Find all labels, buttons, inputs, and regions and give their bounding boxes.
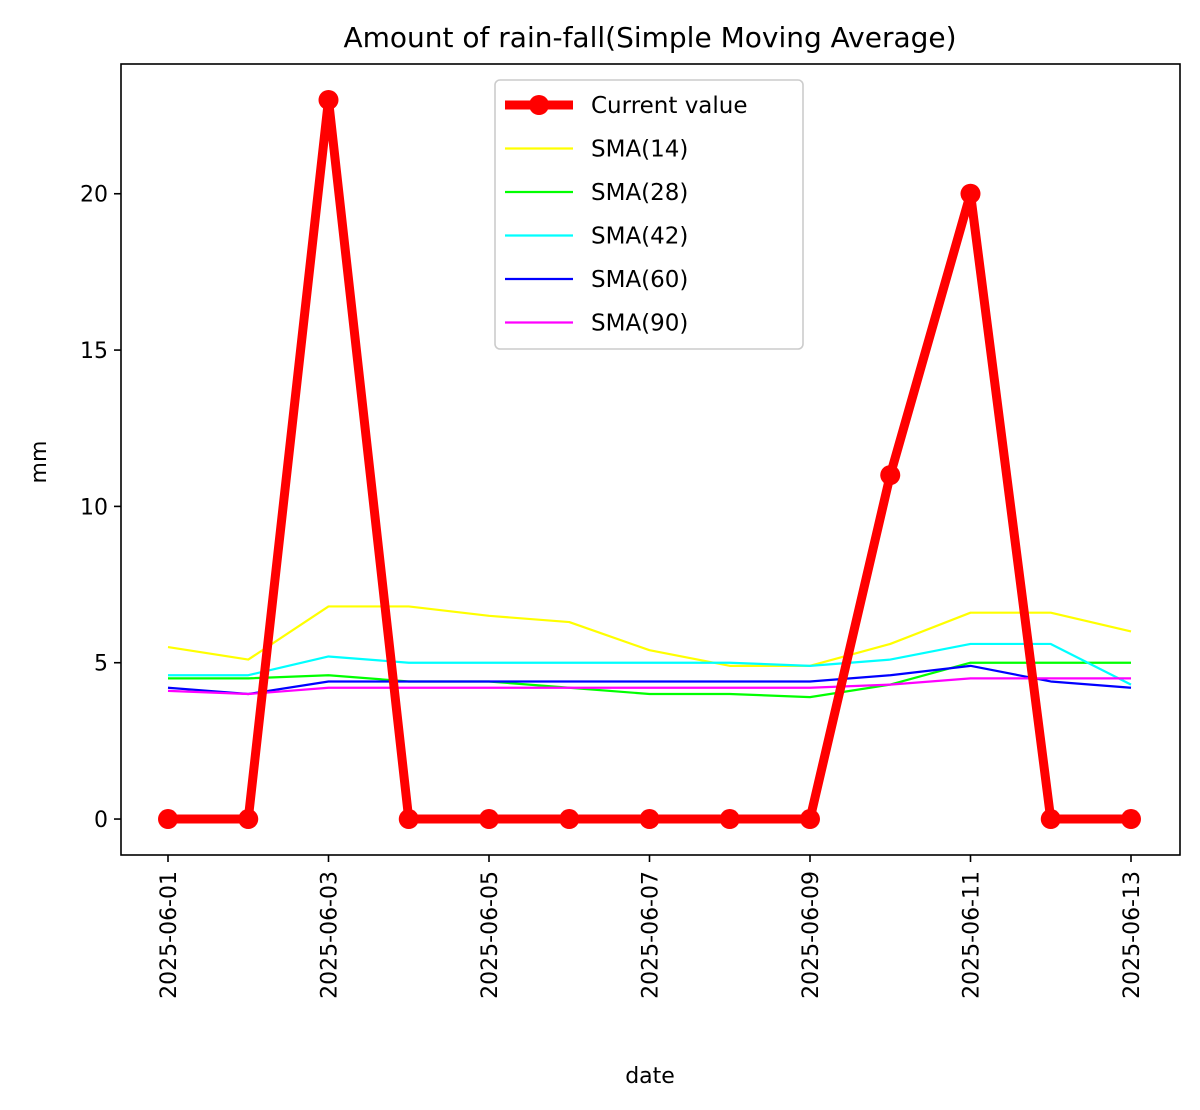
legend-box <box>494 79 804 350</box>
series-line-1 <box>167 605 1132 667</box>
data-point <box>559 809 580 830</box>
series-line-4 <box>167 664 1132 696</box>
series-line-3 <box>168 642 1132 686</box>
legend-label: SMA(42) <box>591 224 688 250</box>
plot-frame <box>120 63 1181 856</box>
series-line-5 <box>167 677 1131 696</box>
legend-label: SMA(60) <box>591 267 688 293</box>
x-tick-label: 2025-06-11 <box>960 871 985 999</box>
data-point <box>479 809 499 830</box>
y-axis-title: mm <box>27 441 52 484</box>
data-point <box>639 809 660 830</box>
x-tick-label: 2025-06-13 <box>1120 871 1145 999</box>
y-tick-label: 20 <box>80 183 108 208</box>
legend: Current value SMA(14) SMA(28) SMA(42) SMA(60… <box>494 79 804 350</box>
axes: 0 5 10 15 20 2025-06-01 2025-06-03 2025-06-05 20… <box>80 183 1145 999</box>
x-tick-label: 2025-06-09 <box>799 871 824 999</box>
legend-label: SMA(28) <box>591 180 688 206</box>
plot-area <box>158 89 1141 830</box>
y-tick-label: 15 <box>80 339 108 364</box>
data-point <box>719 809 740 830</box>
data-point <box>960 183 981 204</box>
data-point <box>238 809 259 830</box>
data-point <box>1121 809 1141 830</box>
legend-label: SMA(14) <box>591 137 688 163</box>
x-tick-label: 2025-06-03 <box>318 871 343 999</box>
x-tick-label: 2025-06-05 <box>478 871 503 999</box>
data-point <box>800 809 820 830</box>
data-point <box>318 89 339 110</box>
x-axis-title: date <box>625 1064 675 1089</box>
legend-label: SMA(90) <box>591 311 688 337</box>
data-point <box>158 809 178 830</box>
chart-title: Amount of rain-fall(Simple Moving Averag… <box>343 21 956 54</box>
y-tick-label: 5 <box>94 652 108 677</box>
data-point <box>398 809 419 830</box>
data-point <box>880 465 901 486</box>
legend-marker <box>529 95 549 115</box>
x-tick-label: 2025-06-07 <box>639 871 664 999</box>
y-tick-label: 0 <box>94 808 108 833</box>
legend-label: Current value <box>591 93 748 119</box>
y-tick-label: 10 <box>80 495 108 520</box>
series-line-2 <box>168 661 1131 699</box>
data-point <box>1040 809 1061 830</box>
x-tick-label: 2025-06-01 <box>157 871 182 999</box>
